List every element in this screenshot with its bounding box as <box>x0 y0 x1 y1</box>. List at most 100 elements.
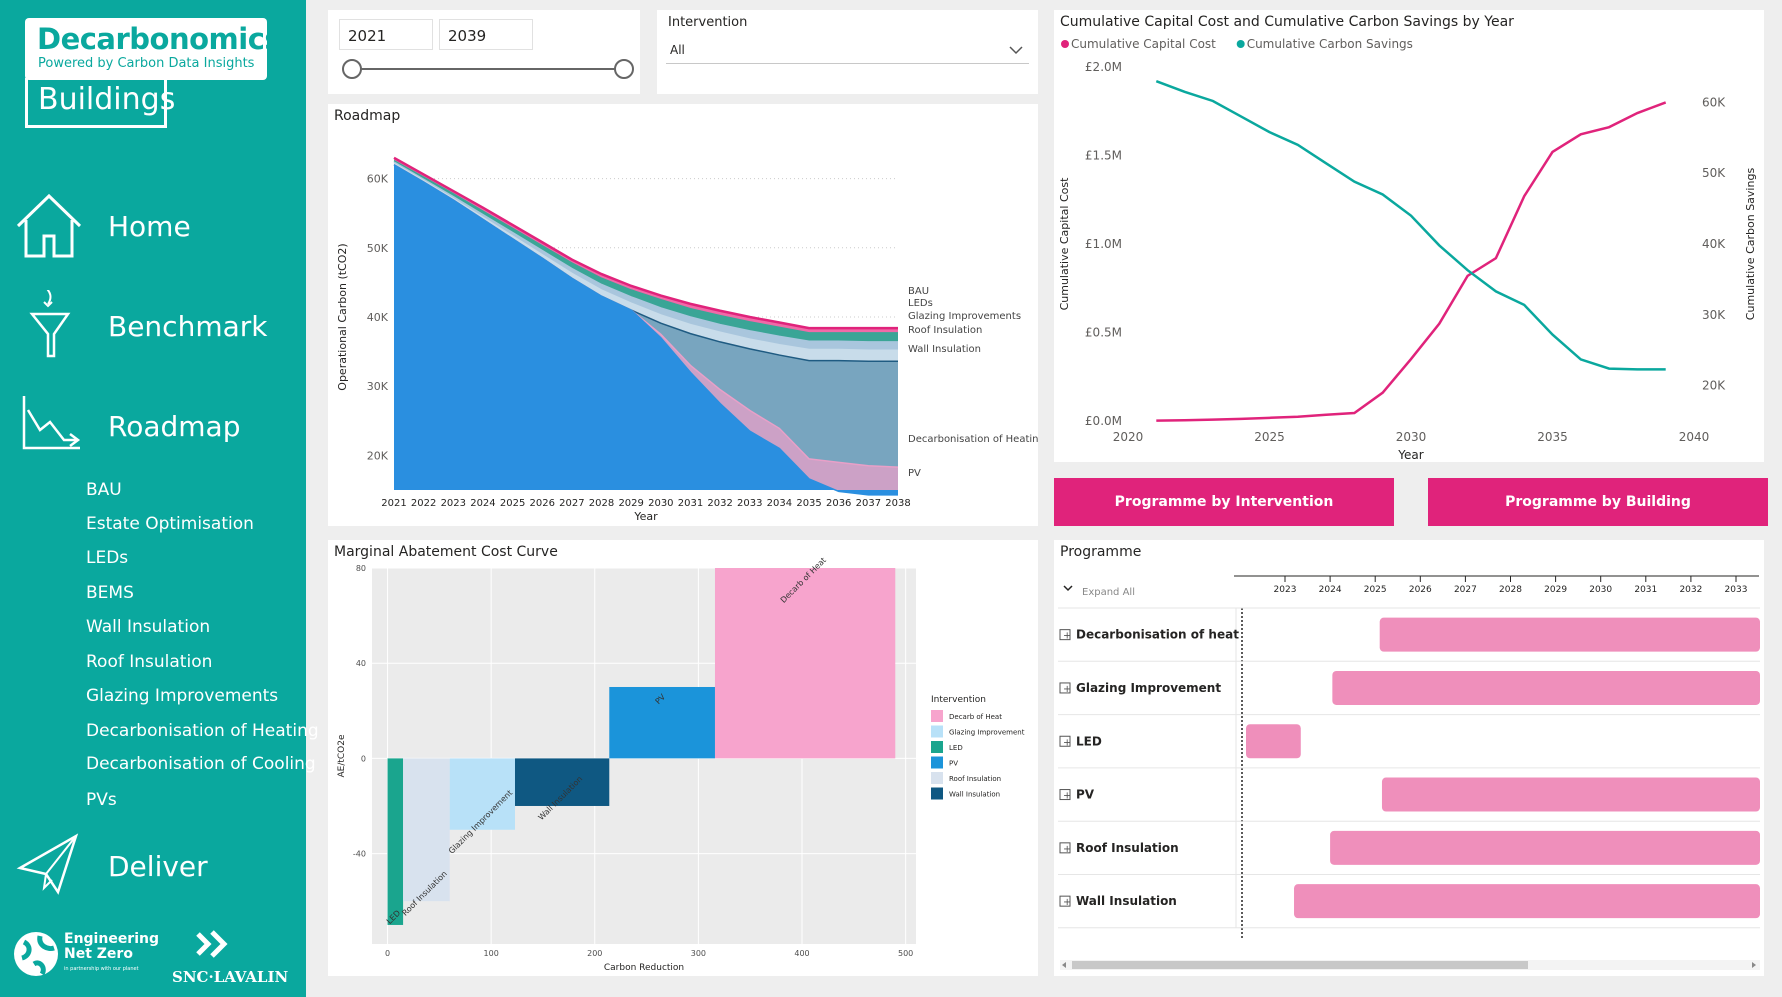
snc-lavalin-logo: SNC·LAVALIN <box>170 928 300 988</box>
roadmap-item-wall-insulation[interactable]: Wall Insulation <box>86 617 211 637</box>
trend-down-icon <box>22 396 81 450</box>
year-slider-end-handle[interactable] <box>614 59 634 79</box>
scroll-right-icon <box>1752 962 1756 968</box>
roadmap-item-decarbonisation-of-cooling[interactable]: Decarbonisation of Cooling <box>86 754 316 774</box>
roadmap-x-tick: 2025 <box>500 498 525 509</box>
roadmap-item-pvs[interactable]: PVs <box>86 790 117 810</box>
gantt-row-label-pv: PV <box>1076 788 1095 802</box>
macc-legend-swatch-glazing-improvement <box>931 725 943 738</box>
cumulative-y2-tick: 20K <box>1702 379 1726 393</box>
macc-legend-label-roof-insulation: Roof Insulation <box>949 775 1001 783</box>
decarbonomics-logo[interactable]: Decarbonomics Powered by Carbon Data Ins… <box>25 18 282 80</box>
roadmap-y-tick: 60K <box>367 173 389 186</box>
gantt-year-label: 2028 <box>1499 585 1522 595</box>
expand-row-icon <box>1059 735 1071 747</box>
cumulative-legend-marker-cumulative-capital-cost <box>1061 40 1069 48</box>
logo-buildings-box: Buildings <box>25 78 175 128</box>
cumulative-x-tick: 2025 <box>1254 430 1285 444</box>
roadmap-x-tick: 2031 <box>678 498 703 509</box>
roadmap-item-estate-optimisation[interactable]: Estate Optimisation <box>86 514 254 534</box>
gantt-row-label-decarbonisation-of-heat: Decarbonisation of heat <box>1076 628 1239 642</box>
macc-bar-wall-insulation <box>514 758 610 806</box>
cumulative-line-cumulative-carbon-savings <box>1155 79 1666 371</box>
expand-row-plus: + <box>1063 737 1071 748</box>
macc-legend-swatch-pv <box>931 756 943 769</box>
macc-legend-label-decarb-of-heat: Decarb of Heat <box>949 713 1002 721</box>
macc-card: Marginal Abatement Cost Curve 0 100 200 300… <box>328 540 1038 976</box>
gantt-bar-wall-insulation <box>1294 884 1760 919</box>
roadmap-item-roof-insulation[interactable]: Roof Insulation <box>86 652 213 672</box>
roadmap-x-tick: 2033 <box>737 498 762 509</box>
roadmap-item-decarbonisation-of-heating[interactable]: Decarbonisation of Heating <box>86 721 319 741</box>
scroll-left-icon <box>1062 962 1066 968</box>
roadmap-x-tick: 2037 <box>856 498 881 509</box>
programme-title: Programme <box>1060 544 1142 560</box>
macc-x-tick: 500 <box>898 949 913 958</box>
macc-x-tick: 300 <box>691 949 706 958</box>
cumulative-y-tick: £2.0M <box>1085 60 1122 74</box>
nav-benchmark-label: Benchmark <box>108 310 268 343</box>
roadmap-item-bems[interactable]: BEMS <box>86 583 134 603</box>
roadmap-series-label-roof-insulation: Roof Insulation <box>908 325 982 336</box>
intervention-value: All <box>670 43 685 57</box>
macc-y-axis-label: AE/tCO2e <box>337 734 347 777</box>
logo-buildings-text: Buildings <box>38 82 176 117</box>
engineering-net-zero-text: Engineering Net Zero <box>64 931 159 962</box>
nav-roadmap[interactable]: Roadmap <box>0 390 306 460</box>
gantt-row-label-glazing-improvement: Glazing Improvement <box>1076 681 1221 695</box>
cumulative-chart[interactable]: Cumulative Capital Cost Cumulative Carbon… <box>1054 10 1764 462</box>
year-start-input[interactable]: 2021 <box>339 19 433 50</box>
macc-legend-swatch-wall-insulation <box>931 787 943 800</box>
year-end-input[interactable]: 2039 <box>439 19 533 50</box>
nav-home[interactable]: Home <box>0 190 306 260</box>
roadmap-y-tick: 30K <box>367 380 389 393</box>
roadmap-item-bau[interactable]: BAU <box>86 480 122 500</box>
roadmap-x-tick: 2035 <box>796 498 821 509</box>
roadmap-chart[interactable]: 20K 30K 40K 50K 60K 2021 2022 2023 2024 2025 2026 2… <box>328 104 1038 526</box>
roadmap-item-glazing-improvements[interactable]: Glazing Improvements <box>86 686 279 706</box>
roadmap-line-pv <box>393 164 898 496</box>
gantt-year-label: 2032 <box>1679 585 1702 595</box>
year-slider-start-handle[interactable] <box>342 59 362 79</box>
cumulative-y2-tick: 30K <box>1702 308 1726 322</box>
macc-x-tick: 100 <box>484 949 499 958</box>
expand-row-plus: + <box>1063 791 1071 802</box>
roadmap-series-label-leds: LEDs <box>908 298 933 309</box>
macc-y-tick: 40 <box>356 659 366 668</box>
roadmap-x-tick: 2027 <box>559 498 584 509</box>
roadmap-x-tick: 2036 <box>826 498 851 509</box>
roadmap-series-label-bau: BAU <box>908 286 929 297</box>
logo-subtitle: Powered by Carbon Data Insights <box>38 56 255 71</box>
macc-legend-swatch-led <box>931 741 943 753</box>
expand-row-plus: + <box>1063 844 1071 855</box>
expand-all-toggle: Expand All <box>1082 587 1135 598</box>
cumulative-legend-label-cumulative-carbon-savings: Cumulative Carbon Savings <box>1247 37 1413 51</box>
macc-bar-pv <box>609 686 715 759</box>
cumulative-y2-axis-label: Cumulative Carbon Savings <box>1744 168 1757 321</box>
gantt-year-label: 2025 <box>1364 585 1387 595</box>
gantt-row-label-led: LED <box>1076 734 1102 748</box>
gantt-bar-led <box>1246 724 1301 759</box>
cumulative-x-axis-label: Year <box>1397 448 1423 462</box>
nav-benchmark[interactable]: Benchmark <box>0 290 306 360</box>
cumulative-x-tick: 2020 <box>1113 430 1144 444</box>
macc-x-tick: 400 <box>794 949 809 958</box>
roadmap-card: Roadmap 20K 30K 40K 50K 60K 2021 2022 2023 2024 2… <box>328 104 1038 526</box>
expand-row-plus: + <box>1063 631 1071 642</box>
macc-chart[interactable]: 0 100 200 300 400 500 -40 0 40 80 Carbon Reduction… <box>328 540 1038 976</box>
roadmap-x-tick: 2021 <box>381 498 406 509</box>
intervention-dropdown[interactable]: All <box>666 37 1029 64</box>
nav-deliver[interactable]: Deliver <box>0 830 306 900</box>
expand-row-icon <box>1059 895 1071 907</box>
macc-legend-swatch-decarb-of-heat <box>931 710 943 722</box>
programme-by-building-button[interactable]: Programme by Building <box>1428 478 1768 526</box>
snc-chevrons-icon <box>196 930 228 958</box>
expand-row-icon <box>1059 682 1071 694</box>
roadmap-x-tick: 2024 <box>470 498 495 509</box>
expand-row-icon <box>1059 842 1071 854</box>
roadmap-item-leds[interactable]: LEDs <box>86 548 129 568</box>
gantt-year-label: 2030 <box>1589 585 1612 595</box>
programme-chart[interactable]: 2023 2024 2025 2026 2027 2028 2029 2030 2031 2032… <box>1054 540 1764 976</box>
expand-row-icon <box>1059 629 1071 641</box>
programme-by-intervention-button[interactable]: Programme by Intervention <box>1054 478 1394 526</box>
